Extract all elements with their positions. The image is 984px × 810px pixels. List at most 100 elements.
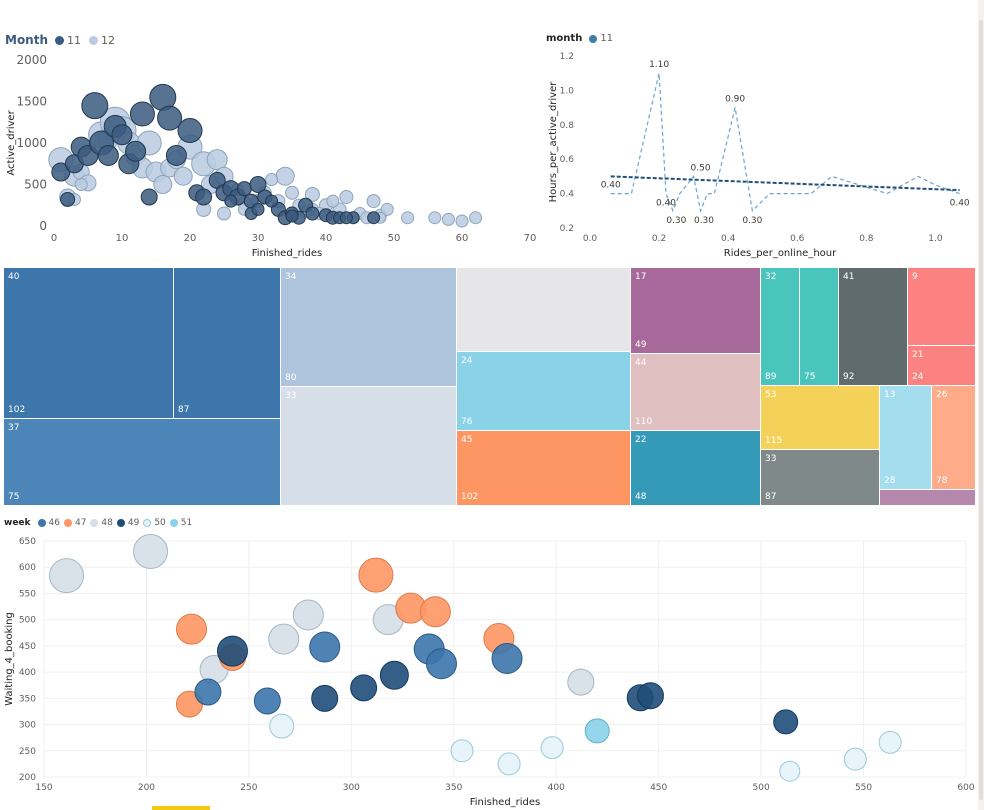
treemap-cell-value: 110	[635, 417, 653, 427]
data-point	[339, 189, 354, 204]
data-label: 0.30	[666, 216, 686, 226]
x-tick-label: 10	[116, 233, 129, 244]
treemap-cell[interactable]: 44 110	[631, 354, 761, 431]
treemap-cell-value: 102	[461, 492, 479, 502]
treemap-cell[interactable]: 33	[281, 387, 457, 506]
data-point	[311, 684, 339, 712]
x-tick-label: 0.8	[859, 234, 874, 244]
y-tick-label: 0.6	[560, 155, 575, 165]
treemap-cell[interactable]: 13 28	[880, 386, 932, 490]
data-point	[285, 185, 299, 200]
page-scrollbar[interactable]	[978, 0, 984, 810]
treemap-cell[interactable]: 37 75	[4, 419, 281, 506]
treemap-cell-value: 78	[936, 476, 948, 486]
data-label: 0.90	[725, 95, 745, 105]
data-point	[129, 101, 155, 127]
treemap-cell[interactable]: 45 102	[457, 431, 631, 506]
y-tick-label: 450	[19, 642, 36, 652]
legend-label: 46	[48, 518, 60, 528]
x-tick-label: 250	[240, 783, 257, 793]
x-tick-label: 50	[388, 233, 401, 244]
x-tick-label: 0.0	[583, 234, 598, 244]
data-point	[285, 209, 299, 223]
treemap-cell-label: 37	[8, 423, 20, 433]
treemap-cell[interactable]: 9	[908, 268, 976, 346]
treemap-cell[interactable]: 40 102	[4, 268, 174, 419]
treemap-cell[interactable]: 87	[174, 268, 281, 419]
chart4-legend-title: week	[4, 518, 31, 528]
data-point	[441, 212, 455, 226]
data-label: 0.50	[691, 163, 711, 173]
treemap-cell[interactable]: 41 92	[839, 268, 908, 386]
treemap-cell[interactable]	[457, 268, 631, 352]
treemap-cell-value: 87	[765, 492, 777, 502]
treemap-cell[interactable]: 24 76	[457, 352, 631, 431]
scrollbar-thumb[interactable]	[979, 20, 983, 800]
y-tick-label: 650	[19, 537, 36, 547]
data-point	[380, 202, 394, 216]
chart4-legend-item[interactable]: 47	[63, 518, 87, 528]
y-tick-label: 550	[19, 589, 36, 599]
x-tick-label: 20	[184, 233, 197, 244]
treemap-cell[interactable]: 33 87	[761, 450, 880, 506]
data-point	[125, 140, 147, 162]
treemap-cell[interactable]: 53 115	[761, 386, 880, 450]
x-tick-label: 150	[35, 783, 52, 793]
y-tick-label: 0.8	[560, 121, 575, 131]
chart1-legend-item[interactable]: 11	[55, 34, 81, 47]
treemap-cell[interactable]: 22 48	[631, 431, 761, 506]
data-point	[206, 149, 228, 171]
y-axis-title: Active_driver	[6, 109, 17, 175]
x-axis-title: Finished_rides	[470, 797, 541, 808]
chart1-legend-item[interactable]: 12	[89, 34, 115, 47]
data-point	[275, 166, 295, 186]
data-point	[878, 730, 902, 754]
treemap-cell-value: 89	[765, 372, 777, 382]
legend-label: 50	[154, 518, 166, 528]
chart4-legend-item[interactable]: 46	[37, 518, 60, 528]
chart2-legend-item[interactable]: 11	[589, 33, 613, 44]
legend-label: 49	[127, 518, 140, 528]
treemap-cell[interactable]: 17 49	[631, 268, 761, 354]
chart4-legend-item[interactable]: 50	[143, 518, 166, 528]
legend-label: 12	[101, 33, 116, 47]
data-point	[636, 682, 664, 710]
x-tick-label: 0.4	[721, 234, 736, 244]
data-point	[292, 599, 324, 631]
treemap-cell[interactable]: 34 80	[281, 268, 457, 387]
trend-line	[610, 175, 960, 192]
chart4-legend-item[interactable]: 49	[116, 518, 140, 528]
treemap-cell-value: 87	[178, 405, 190, 415]
chart4-legend-item[interactable]: 51	[169, 518, 193, 528]
treemap-cell-value: 102	[8, 405, 26, 415]
treemap-cell[interactable]: 26 78	[932, 386, 976, 490]
data-point	[173, 166, 193, 186]
legend-label: 47	[74, 518, 87, 528]
legend-label: 48	[101, 518, 113, 528]
treemap-cell-label: 45	[461, 435, 473, 445]
data-point	[249, 176, 267, 193]
treemap-cell-label: 21	[912, 350, 924, 360]
x-tick-label: 500	[753, 783, 770, 793]
chart4-legend-item[interactable]: 48	[90, 518, 113, 528]
treemap-cell[interactable]	[880, 490, 976, 506]
chart4-legend: week 46 47 48 49 50 51	[4, 518, 196, 528]
y-tick-label: 250	[19, 747, 36, 757]
treemap-cell-label: 44	[635, 358, 647, 368]
data-point	[358, 557, 394, 593]
treemap-cell-value: 75	[804, 372, 816, 382]
data-point	[584, 718, 610, 744]
x-tick-label: 60	[456, 233, 469, 244]
data-point	[194, 678, 222, 706]
treemap-cell[interactable]: 32 89	[761, 268, 800, 386]
y-tick-label: 1.0	[560, 86, 575, 96]
treemap-cell[interactable]: 21 24	[908, 346, 976, 386]
series-line	[610, 73, 960, 213]
treemap-cell-label: 9	[912, 272, 918, 282]
treemap-cell-label: 33	[285, 391, 297, 401]
legend-dot-icon	[63, 519, 72, 527]
treemap-cell[interactable]: 75	[800, 268, 839, 386]
y-tick-label: 0.4	[560, 190, 575, 200]
data-label: 0.40	[656, 199, 676, 209]
legend-label: 51	[180, 518, 193, 528]
